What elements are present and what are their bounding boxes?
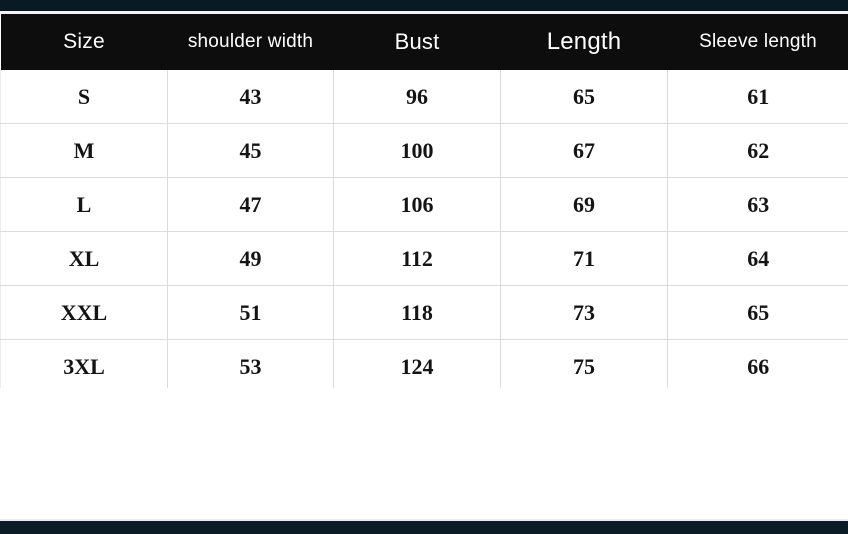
cell-length: 71	[500, 231, 668, 286]
table-row: XXL 51 118 73 65	[0, 285, 848, 340]
cell-size: 3XL	[0, 339, 168, 394]
cell-shoulder: 51	[167, 285, 334, 340]
cell-length: 65	[500, 70, 668, 124]
cell-bust: 124	[333, 339, 501, 394]
cell-shoulder: 43	[167, 70, 334, 124]
top-edge-band	[0, 0, 848, 11]
table-row: M 45 100 67 62	[0, 123, 848, 178]
size-chart-head: Size shoulder width Bust Length Sleeve l…	[0, 14, 848, 70]
cell-sleeve: 62	[667, 123, 848, 178]
cell-sleeve: 63	[667, 177, 848, 232]
blank-area-below-table	[0, 388, 848, 519]
top-edge-hairline	[0, 11, 848, 14]
cell-size: M	[0, 123, 168, 178]
column-header-shoulder: shoulder width	[187, 31, 314, 52]
size-chart-body: S 43 96 65 61 M 45 100 67 62 L 47 106	[0, 70, 848, 394]
cell-bust: 112	[333, 231, 501, 286]
size-chart-container: Size shoulder width Bust Length Sleeve l…	[0, 14, 848, 394]
column-header-size: Size	[63, 30, 105, 53]
column-header-bust: Bust	[394, 29, 440, 54]
cell-sleeve: 64	[667, 231, 848, 286]
cell-size: XL	[0, 231, 168, 286]
cell-size: S	[0, 70, 168, 124]
table-row: S 43 96 65 61	[0, 70, 848, 124]
bottom-edge-band	[0, 521, 848, 534]
bottom-edge-hairline	[0, 519, 848, 521]
cell-shoulder: 49	[167, 231, 334, 286]
cell-bust: 106	[333, 177, 501, 232]
cell-size: XXL	[0, 285, 168, 340]
cell-length: 75	[500, 339, 668, 394]
cell-sleeve: 66	[667, 339, 848, 394]
size-chart-table: Size shoulder width Bust Length Sleeve l…	[0, 14, 848, 394]
cell-bust: 100	[333, 123, 501, 178]
cell-bust: 118	[333, 285, 501, 340]
column-header-sleeve: Sleeve length	[699, 31, 817, 52]
cell-sleeve: 61	[667, 70, 848, 124]
cell-shoulder: 53	[167, 339, 334, 394]
table-row: L 47 106 69 63	[0, 177, 848, 232]
cell-shoulder: 45	[167, 123, 334, 178]
cell-bust: 96	[333, 70, 501, 124]
table-row: XL 49 112 71 64	[0, 231, 848, 286]
table-header-row: Size shoulder width Bust Length Sleeve l…	[0, 14, 848, 70]
cell-length: 67	[500, 123, 668, 178]
cell-sleeve: 65	[667, 285, 848, 340]
table-row: 3XL 53 124 75 66	[0, 339, 848, 394]
column-header-length: Length	[546, 28, 622, 55]
cell-length: 73	[500, 285, 668, 340]
cell-size: L	[0, 177, 168, 232]
cell-shoulder: 47	[167, 177, 334, 232]
cell-length: 69	[500, 177, 668, 232]
